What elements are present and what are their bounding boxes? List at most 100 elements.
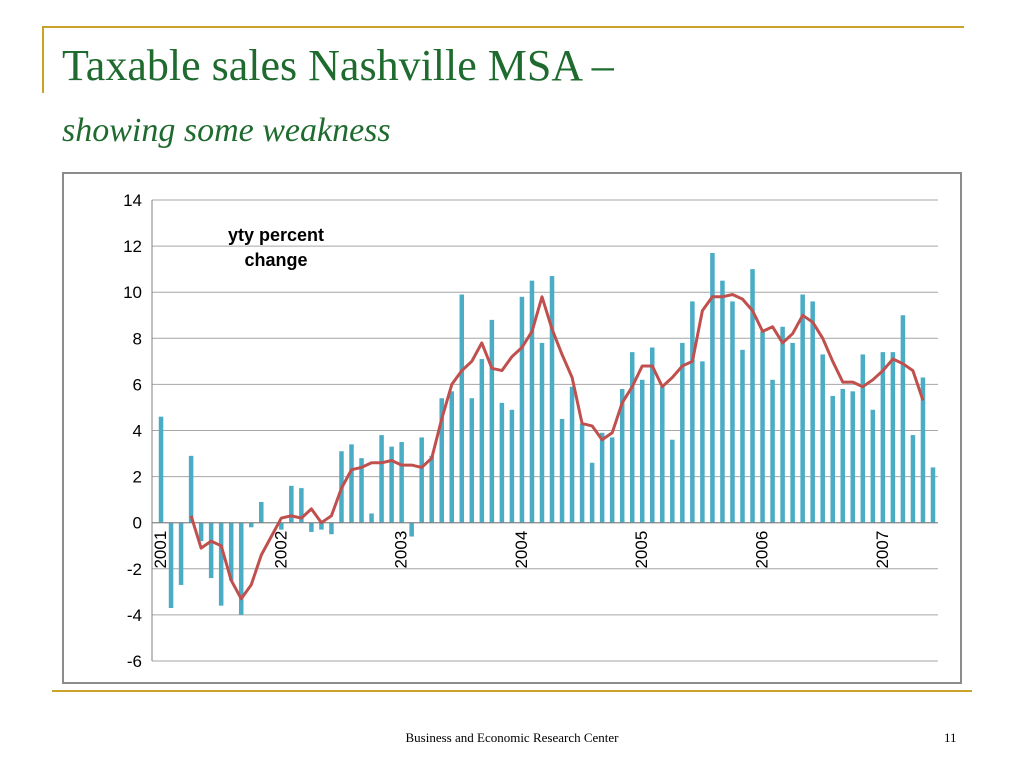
- y-tick-label: 0: [133, 514, 142, 533]
- bar: [619, 389, 625, 523]
- bar: [379, 435, 384, 523]
- bar: [399, 442, 404, 523]
- y-tick-label: 2: [133, 468, 142, 487]
- bar: [770, 379, 775, 523]
- bar: [840, 389, 846, 523]
- bar: [890, 352, 896, 523]
- bar: [299, 488, 304, 523]
- bar: [920, 377, 926, 523]
- slide-subtitle: showing some weakness: [62, 112, 391, 149]
- bar: [409, 522, 414, 537]
- bar: [730, 301, 735, 523]
- y-tick-label: 10: [123, 283, 142, 302]
- bar: [650, 347, 655, 523]
- y-tick-label: -6: [127, 652, 142, 671]
- bar: [860, 354, 866, 523]
- bar: [349, 444, 354, 523]
- bar: [319, 522, 324, 530]
- chart-frame: 14 12 10 8 6 4 2 0 -2 -4 -6 2001 2002 2003 2004 2005 200…: [62, 172, 962, 684]
- footer-text: Business and Economic Research Center: [405, 730, 619, 745]
- bar: [519, 296, 525, 523]
- y-tick-label: 12: [123, 237, 142, 256]
- bar: [539, 342, 545, 523]
- bar: [629, 352, 635, 523]
- bar: [259, 501, 264, 523]
- bar: [850, 391, 856, 523]
- bar: [549, 276, 555, 523]
- bar: [930, 467, 936, 523]
- bar: [910, 435, 916, 523]
- bar: [690, 301, 695, 523]
- bar: [279, 522, 284, 530]
- x-year-label: 2006: [753, 531, 772, 569]
- bar: [329, 522, 334, 535]
- bar: [609, 437, 615, 523]
- chart-annotation: yty percent: [228, 225, 324, 245]
- bar: [559, 418, 565, 523]
- bar: [168, 522, 174, 608]
- bar: [228, 522, 234, 581]
- bar: [309, 522, 314, 532]
- bar: [218, 522, 224, 606]
- slide-title: Taxable sales Nashville MSA –: [62, 41, 614, 90]
- bar: [469, 398, 475, 523]
- bar: [579, 423, 585, 523]
- y-tick-label: -4: [127, 606, 142, 625]
- x-year-label: 2007: [873, 531, 892, 569]
- bar: [198, 522, 204, 542]
- x-year-label: 2004: [512, 531, 531, 569]
- accent-rule-top: [42, 26, 964, 28]
- bar: [208, 522, 214, 579]
- bar: [369, 513, 374, 523]
- accent-rule-bottom: [52, 690, 972, 692]
- accent-rule-left: [42, 27, 44, 93]
- page-number: 11: [944, 730, 957, 745]
- bar: [740, 349, 745, 523]
- bar: [880, 352, 886, 523]
- bar: [188, 455, 194, 523]
- bar: [489, 319, 495, 523]
- y-tick-label: 14: [123, 191, 142, 210]
- x-year-label: 2001: [151, 531, 170, 569]
- bar: [479, 359, 485, 523]
- bar: [760, 331, 765, 523]
- bar: [900, 315, 906, 523]
- chart-svg: 14 12 10 8 6 4 2 0 -2 -4 -6 2001 2002 2003 2004 2005 200…: [123, 191, 938, 671]
- bar: [439, 398, 444, 523]
- bar: [790, 342, 795, 523]
- line-series: [189, 293, 925, 601]
- bar: [449, 391, 455, 523]
- bar: [680, 342, 685, 523]
- bar: [459, 294, 465, 523]
- bar: [720, 280, 725, 523]
- bar: [830, 395, 835, 523]
- bar: [599, 432, 605, 523]
- bar: [419, 437, 424, 523]
- x-year-label: 2002: [271, 531, 290, 569]
- bar: [800, 294, 805, 523]
- bar: [820, 354, 825, 523]
- bar: [499, 402, 505, 523]
- bar: [710, 253, 715, 523]
- y-tick-label: -2: [127, 560, 142, 579]
- bar: [870, 409, 876, 523]
- bar: [389, 446, 394, 523]
- bar: [810, 301, 815, 523]
- y-tick-label: 6: [133, 375, 142, 394]
- bar: [660, 386, 665, 523]
- bar: [178, 522, 184, 585]
- chart-annotation: change: [244, 250, 307, 270]
- bar: [158, 416, 164, 523]
- bar: [359, 458, 364, 523]
- x-year-label: 2003: [392, 531, 411, 569]
- bar: [750, 269, 755, 523]
- bar: [780, 326, 785, 523]
- bar: [589, 462, 595, 523]
- y-tick-label: 8: [133, 329, 142, 348]
- bar: [700, 361, 705, 523]
- bar: [429, 455, 434, 523]
- bar: [238, 522, 244, 615]
- bar: [569, 386, 575, 523]
- bar: [509, 409, 515, 523]
- bar: [670, 439, 675, 523]
